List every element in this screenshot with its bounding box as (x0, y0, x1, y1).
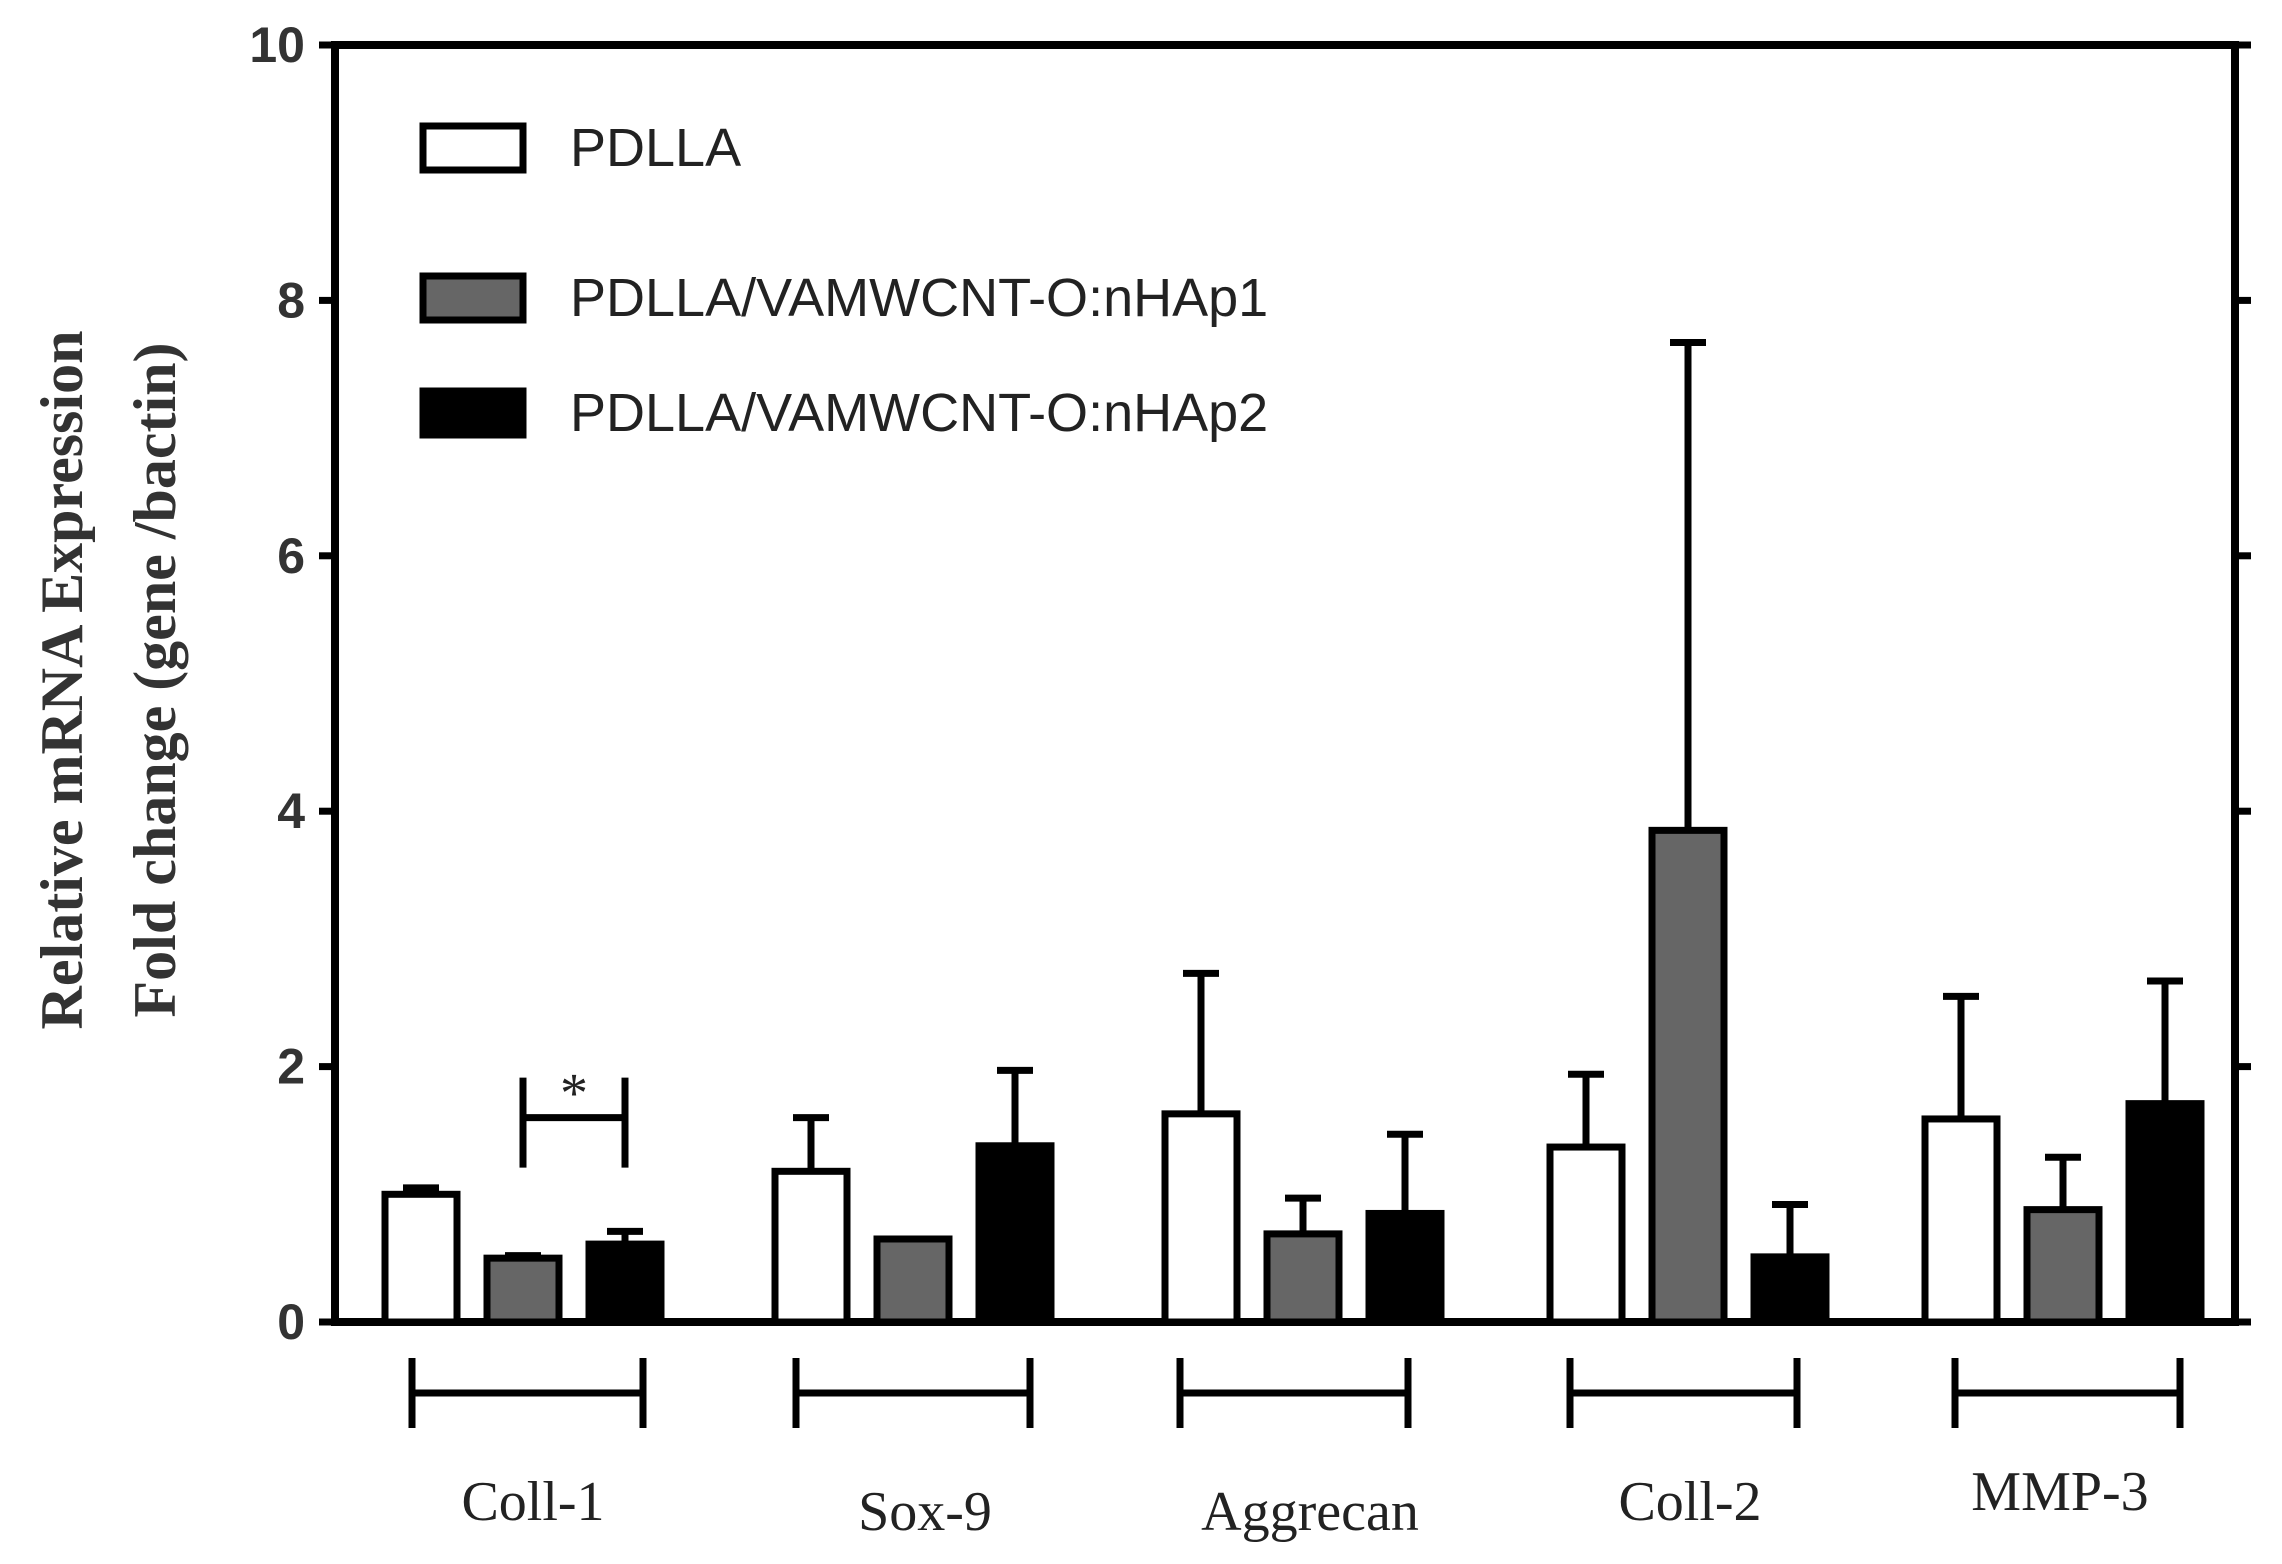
x-category-label: Coll-1 (461, 1471, 604, 1533)
bar (585, 1240, 665, 1326)
legend-label: PDLLA (570, 118, 741, 178)
bar (873, 1235, 953, 1326)
bar (1546, 1143, 1626, 1326)
x-category-label: Sox-9 (858, 1481, 992, 1543)
bar (1365, 1209, 1445, 1326)
y-tick-label: 8 (277, 272, 305, 328)
y-axis-label: Relative mRNA Expression Fold change (ge… (29, 331, 188, 1030)
y-axis-label-line1: Relative mRNA Expression (29, 331, 95, 1030)
bar (1161, 1110, 1241, 1326)
y-tick-label: 10 (249, 17, 305, 73)
legend-swatch (419, 122, 527, 174)
significance-star: * (560, 1063, 588, 1125)
bars (381, 339, 2205, 1326)
y-tick-label: 0 (277, 1294, 305, 1350)
bar (1648, 826, 1728, 1326)
y-tick-label: 2 (277, 1039, 305, 1095)
x-category-label: Coll-2 (1618, 1471, 1761, 1533)
y-axis-label-line2: Fold change (gene /bactin) (122, 343, 188, 1018)
legend-swatch (419, 387, 527, 439)
bar (483, 1254, 563, 1326)
bar (381, 1190, 461, 1326)
x-category-label: Aggrecan (1201, 1481, 1419, 1543)
x-axis-groups: Coll-1 Sox-9 Aggrecan Coll-2 MMP-3 (408, 1358, 2184, 1543)
y-tick-label: 6 (277, 528, 305, 584)
legend-swatch (419, 272, 527, 324)
legend-label: PDLLA/VAMWCNT-O:nHAp2 (570, 383, 1268, 443)
bar (2125, 1100, 2205, 1326)
bar (771, 1167, 851, 1326)
bar (1921, 1115, 2001, 1326)
bar (1263, 1230, 1343, 1326)
y-tick-label: 4 (277, 783, 305, 839)
bar (2023, 1206, 2103, 1326)
legend-label: PDLLA/VAMWCNT-O:nHAp1 (570, 268, 1268, 328)
bar (1750, 1253, 1830, 1326)
annotations: * (519, 1063, 629, 1168)
bar (975, 1142, 1055, 1326)
legend: PDLLA PDLLA/VAMWCNT-O:nHAp1 PDLLA/VAMWCNT-… (419, 118, 1268, 443)
x-category-label: MMP-3 (1971, 1461, 2148, 1523)
